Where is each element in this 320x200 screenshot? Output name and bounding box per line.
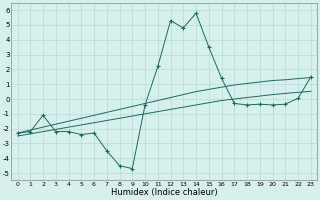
X-axis label: Humidex (Indice chaleur): Humidex (Indice chaleur)	[111, 188, 218, 197]
